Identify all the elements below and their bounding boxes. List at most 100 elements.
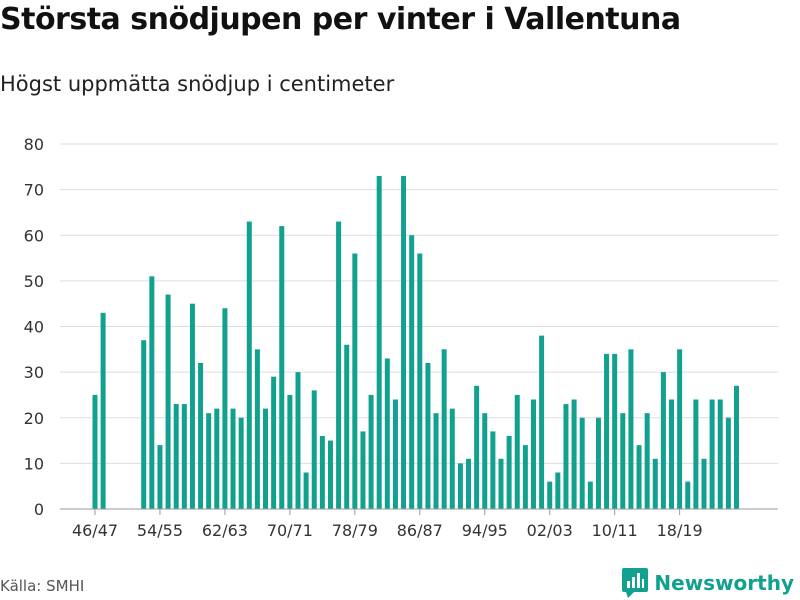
- bar-74/75: [319, 436, 325, 509]
- bar-08/09: [595, 417, 601, 509]
- bar-07/08: [587, 481, 593, 510]
- bar-92/93: [466, 458, 472, 509]
- bar-77/78: [344, 344, 350, 509]
- brand-logo: Newsworthy: [622, 568, 794, 598]
- bar-54/55: [157, 445, 163, 510]
- bar-58/59: [189, 303, 195, 509]
- bar-04/05: [563, 404, 569, 509]
- bar-64/65: [238, 417, 244, 509]
- bar-47/48: [100, 312, 106, 509]
- y-tick-label: 20: [24, 409, 44, 428]
- bar-82/83: [384, 358, 390, 509]
- x-tick-label: 46/47: [72, 521, 118, 540]
- bar-78/79: [352, 253, 358, 509]
- brand-name: Newsworthy: [654, 571, 794, 595]
- x-tick-label: 02/03: [527, 521, 573, 540]
- bar-71/72: [295, 372, 301, 510]
- y-tick-label: 30: [24, 363, 44, 382]
- bar-06/07: [579, 417, 585, 509]
- bar-93/94: [474, 385, 480, 509]
- bar-23/24: [717, 399, 723, 509]
- bar-21/22: [701, 458, 707, 509]
- bar-75/76: [327, 440, 333, 509]
- chart-subtitle: Högst uppmätta snödjup i centimeter: [0, 72, 395, 96]
- bar-10/11: [612, 353, 618, 510]
- bar-12/13: [628, 349, 634, 509]
- bar-13/14: [636, 445, 642, 510]
- bar-55/56: [165, 294, 171, 509]
- bar-22/23: [709, 399, 715, 509]
- bar-99/00: [522, 445, 528, 510]
- bar-87/88: [425, 363, 431, 509]
- x-tick-label: 62/63: [202, 521, 248, 540]
- bar-69/70: [279, 226, 285, 510]
- bar-53/54: [149, 276, 155, 509]
- bar-89/90: [441, 349, 447, 509]
- bar-57/58: [181, 404, 187, 509]
- x-tick-label: 94/95: [462, 521, 508, 540]
- y-tick-label: 10: [24, 454, 44, 473]
- bar-67/68: [263, 408, 269, 510]
- bar-61/62: [214, 408, 220, 510]
- bar-84/85: [401, 175, 407, 509]
- chart-title: Största snödjupen per vinter i Vallentun…: [0, 2, 681, 37]
- source-note: Källa: SMHI: [0, 577, 85, 595]
- x-tick-label: 18/19: [657, 521, 703, 540]
- y-axis-ticks: 0 10 20 30 40 50 60 70 80: [24, 135, 44, 519]
- x-tick-label: 54/55: [137, 521, 183, 540]
- bar-00/01: [530, 399, 536, 509]
- bar-97/98: [506, 436, 512, 509]
- bar-20/21: [693, 399, 699, 509]
- bar-03/04: [555, 472, 561, 509]
- y-tick-label: 50: [24, 272, 44, 291]
- bar-chart: 0 10 20 30 40 50 60 70 80 46/47 54/55 62/63 70/71 78…: [24, 135, 778, 540]
- bar-95/96: [490, 431, 496, 509]
- bar-90/91: [449, 408, 455, 510]
- bar-11/12: [620, 413, 626, 509]
- y-tick-label: 70: [24, 181, 44, 200]
- x-tick-label: 78/79: [332, 521, 378, 540]
- newsworthy-logo-icon: [622, 568, 649, 598]
- bar-68/69: [271, 376, 277, 509]
- bar-85/86: [409, 235, 415, 509]
- y-tick-label: 0: [34, 500, 44, 519]
- bar-52/53: [141, 340, 147, 509]
- bar-25/26: [733, 385, 739, 509]
- bar-24/25: [725, 417, 731, 509]
- bar-05/06: [571, 399, 577, 509]
- bar-81/82: [376, 175, 382, 509]
- bar-56/57: [173, 404, 179, 509]
- bar-01/02: [539, 335, 545, 510]
- bar-86/87: [417, 253, 423, 509]
- bar-66/67: [254, 349, 260, 509]
- bar-79/80: [360, 431, 366, 509]
- bar-18/19: [677, 349, 683, 509]
- bar-76/77: [336, 221, 342, 509]
- bar-94/95: [482, 413, 488, 509]
- bar-60/61: [206, 413, 212, 509]
- x-tick-label: 70/71: [267, 521, 313, 540]
- bar-98/99: [514, 394, 520, 509]
- bars: [92, 175, 739, 510]
- bar-02/03: [547, 481, 553, 510]
- bar-19/20: [685, 481, 691, 510]
- bar-65/66: [246, 221, 252, 509]
- bar-09/10: [604, 353, 610, 510]
- bar-62/63: [222, 308, 228, 509]
- bar-46/47: [92, 394, 98, 509]
- bar-15/16: [652, 458, 658, 509]
- y-tick-label: 40: [24, 318, 44, 337]
- y-tick-label: 60: [24, 226, 44, 245]
- bar-72/73: [303, 472, 309, 509]
- bar-59/60: [198, 363, 204, 509]
- bar-96/97: [498, 458, 504, 509]
- bar-88/89: [433, 413, 439, 509]
- y-tick-label: 80: [24, 135, 44, 154]
- x-axis: 46/47 54/55 62/63 70/71 78/79 86/87 94/95 02/03…: [60, 508, 778, 540]
- bar-70/71: [287, 394, 293, 509]
- x-tick-label: 86/87: [397, 521, 443, 540]
- x-tick-label: 10/11: [592, 521, 638, 540]
- bar-63/64: [230, 408, 236, 510]
- bar-83/84: [392, 399, 398, 509]
- bar-16/17: [660, 372, 666, 510]
